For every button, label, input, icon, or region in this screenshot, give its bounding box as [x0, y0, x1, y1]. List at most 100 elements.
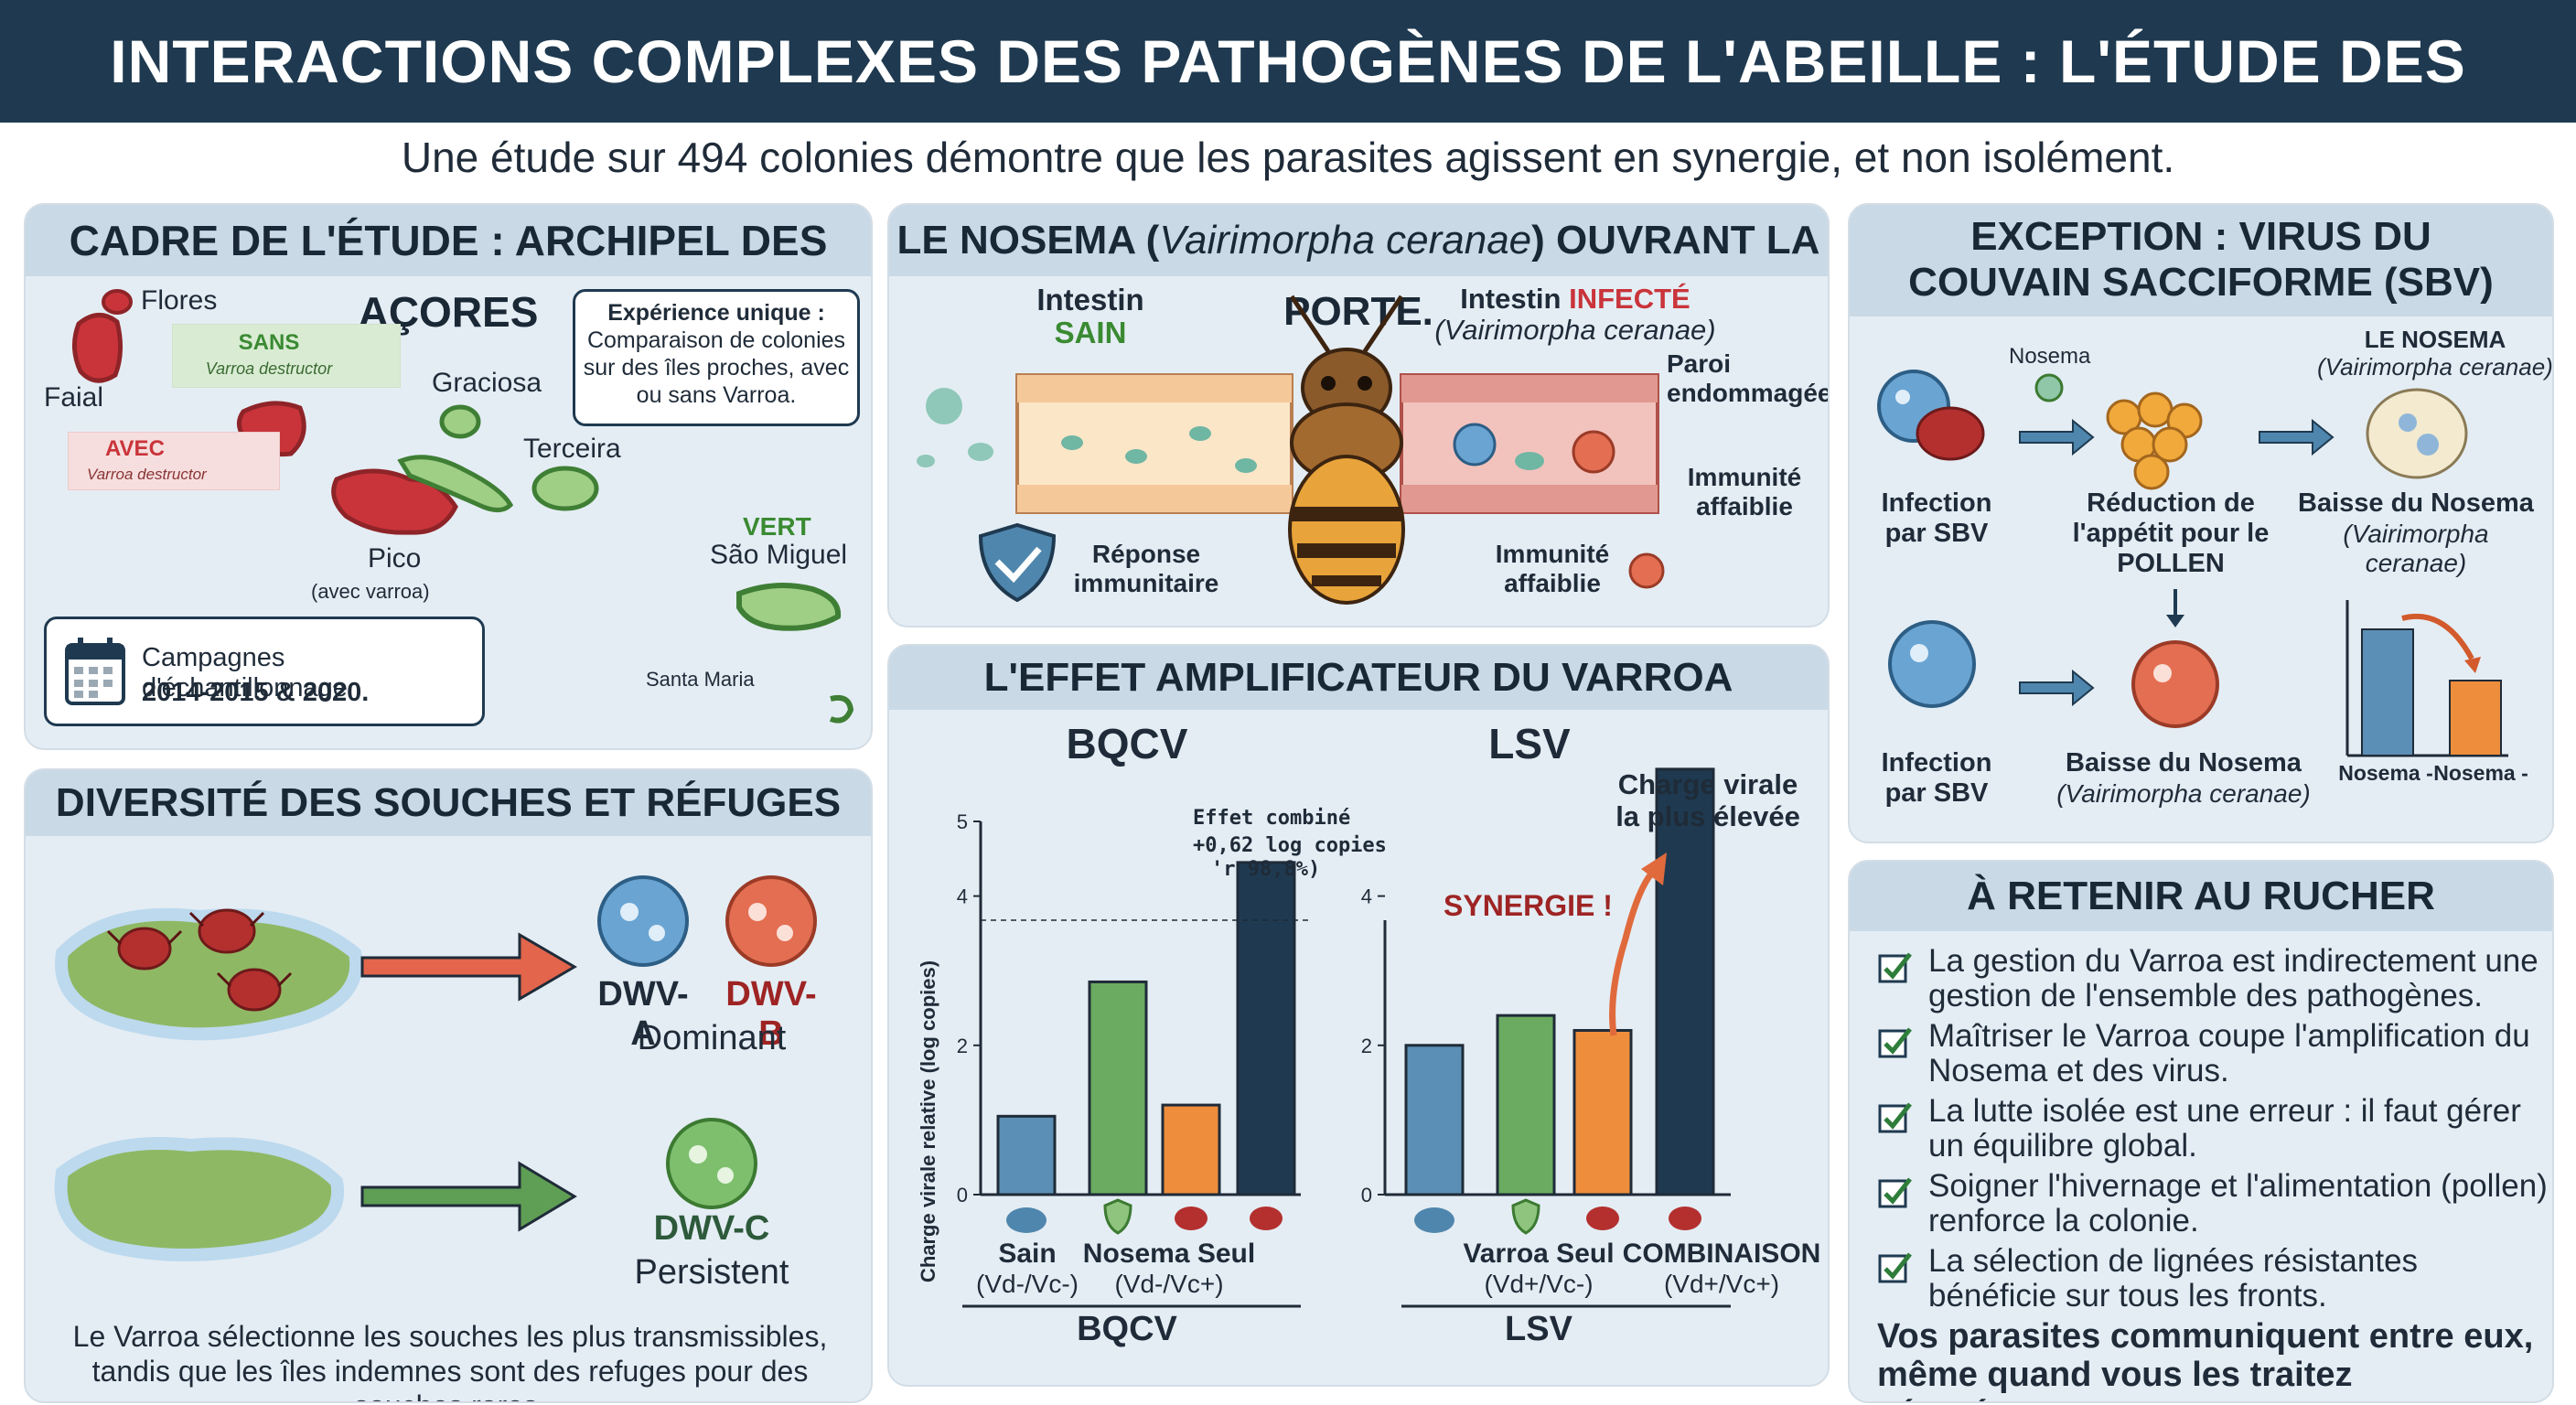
y-tick-label: 4 [1361, 885, 1372, 908]
nosema-species: (Vairimorpha ceranae) [1434, 314, 1716, 346]
amplifier-panel: L'EFFET AMPLIFICATEUR DU VARROA BQCV LSV… [887, 644, 1830, 1387]
y-tick-label: 2 [1361, 1035, 1372, 1057]
intestin-sain-label: Intestin SAIN [999, 284, 1182, 349]
page-title: INTERACTIONS COMPLEXES DES PATHOGÈNES DE… [0, 0, 2576, 218]
cat-sain-sub: (Vd-/Vc-) [976, 1270, 1079, 1298]
experience-text: Comparaison de colonies sur des îles pro… [583, 327, 850, 408]
healthy-cell-icon-2 [1414, 1207, 1454, 1233]
vert-label: VERT [743, 512, 811, 541]
takeaway-item: La gestion du Varroa est indirectement u… [1877, 944, 2545, 1017]
nosema-title-b: ) OUVRANT LA PORTE. [1283, 218, 1820, 334]
checkbox-icon [1878, 1027, 1912, 1058]
campaign-years: 2014-2015 & 2020. [142, 678, 370, 707]
bee-icon [1288, 295, 1405, 605]
mite-small-icon-3 [1586, 1207, 1619, 1230]
takeaway-text: La lutte isolée est une erreur : il faut… [1928, 1093, 2521, 1164]
nosema-title-a: LE NOSEMA ( [896, 218, 1160, 263]
bar-lsv-3 [1655, 767, 1715, 1196]
island-refuge-shape [54, 1137, 345, 1261]
dwva-label: DWV-A [597, 975, 689, 1053]
y-tick-label: 2 [957, 1035, 968, 1057]
island-santamaria-shape [829, 694, 854, 724]
island-label-terceira: Terceira [523, 434, 621, 464]
mite-icon [117, 908, 282, 1012]
azores-map [72, 289, 854, 724]
bar-lsv-2 [1572, 1028, 1633, 1196]
baisse-species: (Vairimorpha ceranae) [2343, 520, 2489, 577]
le-nosema-species: (Vairimorpha ceranae) [2317, 353, 2553, 381]
sbv-virus-icon-2 [1888, 620, 1976, 708]
sbv-illustration [1877, 370, 2508, 757]
study-panel-title: CADRE DE L'ÉTUDE : ARCHIPEL DES AÇORES [26, 205, 871, 336]
diversity-panel: DIVERSITÉ DES SOUCHES ET RÉFUGES DWV-A D… [24, 768, 873, 1403]
island-label-pico: Pico [368, 543, 422, 574]
virus-dwva-icon [597, 875, 689, 967]
healthy-cell-icon [1006, 1207, 1046, 1233]
cat-combo: COMBINAISON [1622, 1239, 1821, 1269]
lsv-footer: LSV [1505, 1310, 1572, 1348]
baisse-label: Baisse du Nosema [2298, 488, 2534, 518]
island-graciosa-shape [439, 404, 481, 439]
island-label-flores: Flores [141, 285, 218, 316]
retain-panel-title: À RETENIR AU RUCHER [1850, 862, 2552, 931]
calendar-icon [65, 638, 125, 705]
island-label-saomiguel: São Miguel [710, 540, 848, 570]
shield-small-icon [1103, 1198, 1132, 1235]
cat-varroa-sub: (Vd+/Vc-) [1484, 1270, 1594, 1298]
y-tick-label: 5 [957, 810, 968, 833]
persistent-label: Persistent [634, 1253, 789, 1292]
sans-legend: SANS Varroa destructor [172, 324, 401, 388]
nosema-minus-1: Nosema - [2338, 761, 2433, 785]
virus-dwvc-icon [666, 1118, 757, 1209]
sans-sub: Varroa destructor [205, 359, 333, 378]
decrease-arrow [2401, 613, 2474, 660]
nosema-dot-icon [2034, 373, 2064, 402]
nosema-bar-after [2449, 680, 2502, 756]
diversity-caption: Le Varroa sélectionne les souches les pl… [72, 1320, 828, 1401]
pollen-icon [2106, 391, 2203, 490]
arrow-1 [2019, 418, 2095, 456]
combined-annotation-2: 'r 98,8%) [1211, 858, 1321, 881]
shield-small-icon-2 [1511, 1198, 1540, 1235]
study-panel: CADRE DE L'ÉTUDE : ARCHIPEL DES AÇORES F… [24, 203, 873, 750]
arrow-red [360, 932, 577, 1002]
island-terceira-shape [531, 466, 599, 511]
island-pico-shape [331, 468, 458, 535]
checkbox-icon [1878, 952, 1912, 983]
island-label-faial: Faial [44, 382, 104, 413]
intestin-word: Intestin [1036, 283, 1144, 316]
experience-title: Expérience unique : [607, 300, 825, 326]
infecte-word: INFECTÉ [1569, 283, 1690, 315]
reponse-label: Réponse immunitaire [1073, 540, 1219, 597]
amplifier-panel-title: L'EFFET AMPLIFICATEUR DU VARROA [889, 646, 1828, 710]
sbv-panel-title: EXCEPTION : VIRUS DU COUVAIN SACCIFORME … [1850, 205, 2552, 316]
bar-bqcv-3 [1236, 861, 1296, 1196]
y-tick-label: 0 [957, 1184, 968, 1207]
baisse2-species: (Vairimorpha ceranae) [2056, 779, 2311, 808]
page-subtitle: Une étude sur 494 colonies démontre que … [401, 134, 2175, 181]
avec-sub: Varroa destructor [87, 466, 207, 483]
takeaway-item: Maîtriser le Varroa coupe l'amplificatio… [1877, 1019, 2545, 1092]
bar-bqcv-1 [1088, 980, 1148, 1196]
weak-virus-icon [1628, 552, 1665, 589]
peak-label: Charge virale la plus élevée [1615, 768, 1800, 832]
mite-icon-2 [1916, 406, 1985, 461]
virus-dwvb-icon [725, 875, 817, 967]
takeaway-text: Maîtriser le Varroa coupe l'amplificatio… [1928, 1018, 2530, 1089]
arrow-green [360, 1161, 577, 1232]
dwvc-label: DWV-C [653, 1209, 770, 1248]
virus-icon [1453, 423, 1615, 474]
island-label-santamaria: Santa Maria [646, 668, 755, 691]
takeaway-text: Soigner l'hivernage et l'alimentation (p… [1928, 1168, 2548, 1239]
bar-lsv-0 [1404, 1044, 1465, 1196]
nosema-panel-title: LE NOSEMA (Vairimorpha ceranae) OUVRANT … [889, 205, 1828, 334]
sbv-panel: EXCEPTION : VIRUS DU COUVAIN SACCIFORME … [1848, 203, 2554, 843]
mite-small-icon-4 [1669, 1207, 1701, 1230]
diversity-illustration [54, 875, 817, 1261]
infection-label: Infection par SBV [1881, 488, 1992, 548]
bar-bqcv-2 [1161, 1103, 1221, 1196]
arrow-3 [2019, 669, 2095, 707]
nosema-cell-icon [2366, 388, 2468, 479]
island-saomiguel-shape [736, 583, 842, 631]
cat-nosema: Nosema Seul [1082, 1239, 1256, 1269]
